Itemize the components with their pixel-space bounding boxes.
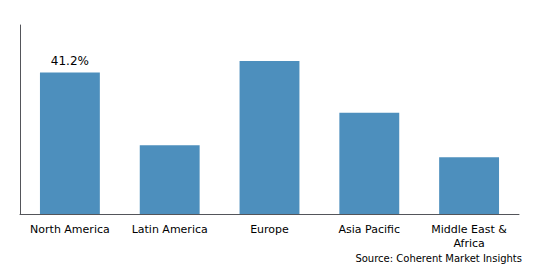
svg-text:Source: Coherent Market Insigh: Source: Coherent Market Insights [355,253,522,264]
svg-text:Asia Pacific: Asia Pacific [339,223,401,236]
svg-text:Middle East &: Middle East & [431,223,507,236]
svg-text:41.2%: 41.2% [51,54,89,68]
svg-text:Latin America: Latin America [132,223,208,236]
svg-text:Africa: Africa [453,237,484,250]
svg-text:North America: North America [30,223,110,236]
svg-text:Europe: Europe [250,223,289,236]
